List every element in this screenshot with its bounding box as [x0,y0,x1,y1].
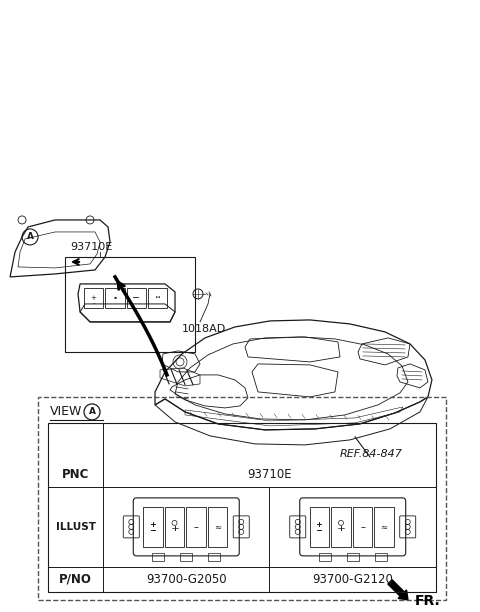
Text: A: A [26,233,34,242]
Text: -: - [93,300,95,306]
Bar [65,257,195,352]
Text: ∙: ∙ [112,293,118,302]
Bar [180,553,192,561]
Text: −: − [132,293,140,303]
Text: FR.: FR. [415,594,441,608]
Text: +: + [91,295,96,301]
Text: ≈: ≈ [381,523,387,531]
Bar [143,507,163,547]
FancyArrow shape [388,580,408,600]
Text: 1018AD: 1018AD [182,324,226,334]
Text: A: A [88,408,96,416]
Text: ILLUST: ILLUST [56,522,96,532]
Text: PNC: PNC [62,468,89,481]
Bar [208,553,220,561]
Bar [353,507,372,547]
Text: P/NO: P/NO [59,573,92,586]
Text: 93710E: 93710E [70,242,112,252]
Bar [319,553,331,561]
Text: ≈: ≈ [214,523,221,531]
Text: –: – [193,522,198,532]
Text: VIEW: VIEW [50,405,83,419]
Bar [310,507,329,547]
Bar [165,507,184,547]
Text: 93700-G2050: 93700-G2050 [146,573,227,586]
Bar [38,397,446,600]
Bar [48,423,436,592]
Bar [331,507,351,547]
Text: 93710E: 93710E [247,468,292,481]
Bar [105,288,124,308]
Bar [84,288,103,308]
Bar [374,507,394,547]
Bar [127,288,146,308]
Bar [375,553,387,561]
Text: REF.84-847: REF.84-847 [340,449,403,459]
Bar [152,553,164,561]
Text: –: – [360,522,365,532]
Text: 93700-G2120: 93700-G2120 [312,573,393,586]
Text: ∙∙: ∙∙ [154,296,161,300]
Bar [208,507,227,547]
Bar [347,553,359,561]
Bar [148,288,167,308]
Bar [186,507,206,547]
